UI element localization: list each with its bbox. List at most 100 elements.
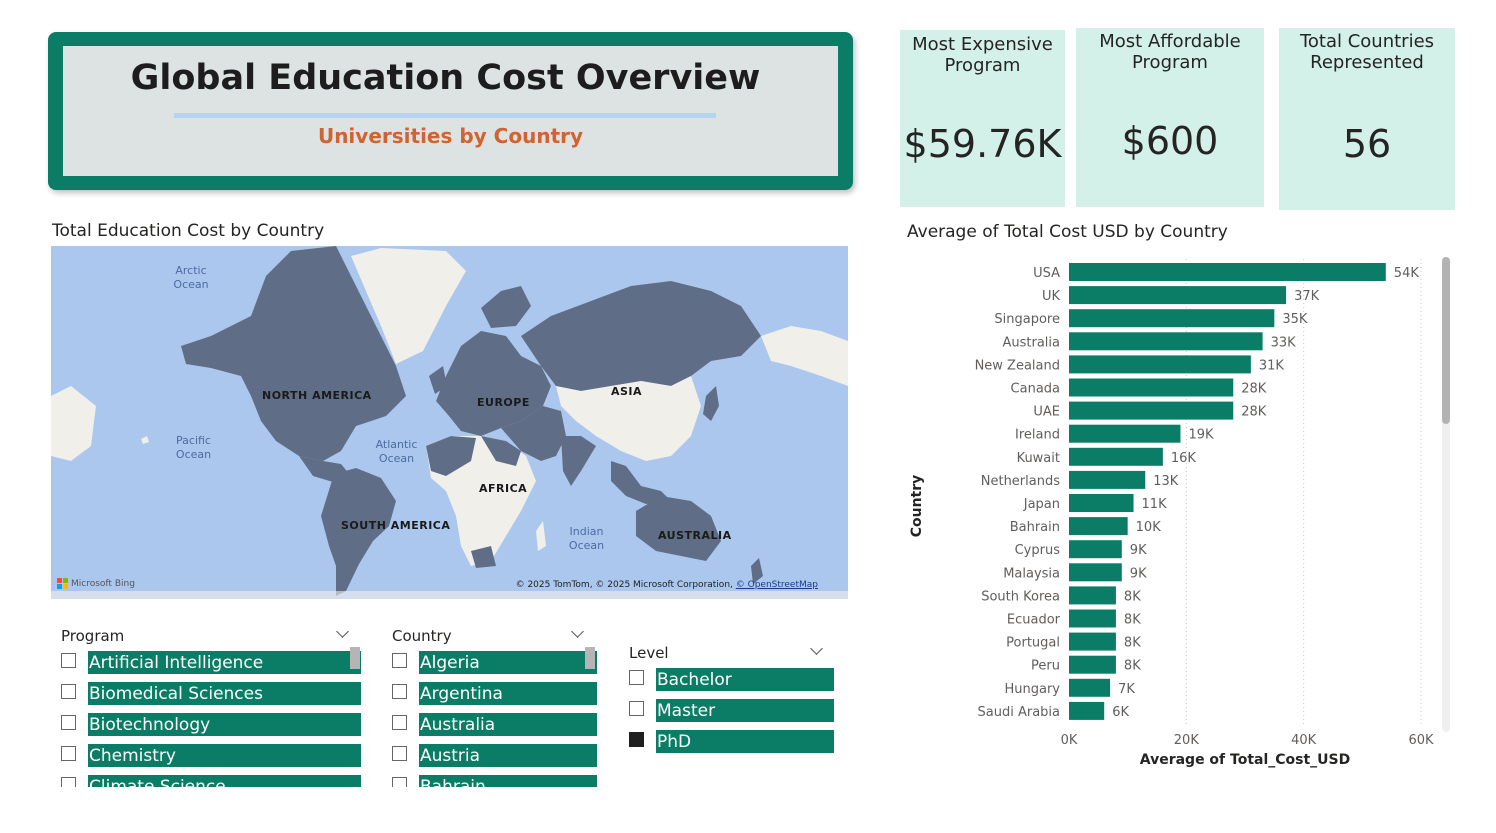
- kpi-card-most-affordable[interactable]: Most Affordable Program $600: [1076, 28, 1264, 207]
- bar[interactable]: [1069, 263, 1386, 281]
- level-slicer-item[interactable]: Master: [629, 699, 834, 730]
- y-category-label: Japan: [1023, 497, 1060, 512]
- kpi-card-total-countries[interactable]: Total Countries Represented 56: [1279, 28, 1455, 210]
- checkbox[interactable]: [61, 653, 76, 668]
- country-item-label: Algeria: [419, 651, 597, 674]
- bar[interactable]: [1069, 401, 1234, 420]
- checkbox[interactable]: [392, 684, 407, 699]
- program-slicer-chevron-down-icon[interactable]: [336, 625, 349, 638]
- checkbox[interactable]: [61, 715, 76, 730]
- checkbox[interactable]: [629, 701, 644, 716]
- y-category-label: Malaysia: [1003, 566, 1060, 581]
- program-slicer-item[interactable]: Climate Science: [61, 775, 361, 787]
- checkbox-checked[interactable]: [629, 732, 644, 747]
- ocean-label-arctic: Arctic Ocean: [173, 264, 209, 291]
- level-slicer-item[interactable]: PhD: [629, 730, 834, 758]
- bar[interactable]: [1069, 309, 1275, 328]
- bar[interactable]: [1069, 494, 1134, 512]
- kpi-label: Most Expensive Program: [912, 34, 1053, 76]
- bar[interactable]: [1069, 563, 1122, 582]
- data-label: 10K: [1136, 520, 1162, 535]
- data-label: 28K: [1241, 382, 1267, 397]
- x-tick-label: 40K: [1291, 733, 1317, 748]
- bar-chart-scrollbar-thumb[interactable]: [1442, 257, 1450, 424]
- map-provider: Microsoft Bing: [71, 578, 135, 589]
- checkbox[interactable]: [629, 670, 644, 685]
- bar[interactable]: [1069, 517, 1128, 536]
- checkbox[interactable]: [61, 684, 76, 699]
- program-item-label: Chemistry: [88, 744, 361, 767]
- program-slicer-item[interactable]: Artificial Intelligence: [61, 651, 361, 682]
- data-label: 54K: [1394, 266, 1420, 281]
- checkbox[interactable]: [61, 777, 76, 787]
- country-slicer-scrollbar[interactable]: [585, 647, 595, 669]
- y-category-label: Portugal: [1006, 636, 1060, 651]
- bar[interactable]: [1069, 332, 1263, 351]
- y-category-label: South Korea: [981, 589, 1060, 604]
- map-title: Total Education Cost by Country: [52, 221, 325, 241]
- checkbox[interactable]: [392, 777, 407, 787]
- bar-chart-title: Average of Total Cost USD by Country: [907, 222, 1228, 242]
- y-category-label: New Zealand: [975, 358, 1060, 373]
- bar[interactable]: [1069, 678, 1111, 697]
- bar[interactable]: [1069, 447, 1163, 466]
- country-slicer-item[interactable]: Argentina: [392, 682, 597, 713]
- program-slicer-item[interactable]: Chemistry: [61, 744, 361, 775]
- y-category-label: Hungary: [1004, 682, 1060, 697]
- data-label: 8K: [1124, 589, 1141, 604]
- title-card-inner: [63, 46, 838, 176]
- country-item-label: Australia: [419, 713, 597, 736]
- osm-link[interactable]: © OpenStreetMap: [735, 580, 818, 590]
- program-slicer-header: Program: [61, 627, 125, 645]
- bar[interactable]: [1069, 470, 1146, 489]
- y-category-label: Singapore: [994, 312, 1060, 327]
- bar[interactable]: [1069, 355, 1251, 374]
- country-slicer-item[interactable]: Austria: [392, 744, 597, 775]
- program-item-label: Artificial Intelligence: [88, 651, 361, 674]
- y-category-label: Canada: [1011, 382, 1060, 397]
- bar[interactable]: [1069, 586, 1116, 605]
- y-category-label: UAE: [1033, 405, 1060, 420]
- country-slicer-chevron-down-icon[interactable]: [571, 625, 584, 638]
- data-label: 8K: [1124, 613, 1141, 628]
- country-slicer-item[interactable]: Australia: [392, 713, 597, 744]
- data-label: 28K: [1241, 405, 1267, 420]
- y-category-label: Netherlands: [981, 474, 1060, 489]
- checkbox[interactable]: [392, 746, 407, 761]
- country-slicer-item[interactable]: Bahrain: [392, 775, 597, 787]
- bar[interactable]: [1069, 609, 1116, 628]
- bar-chart[interactable]: 0K 20K 40K 60K USA 54K UK 37K Singapore 35K Austra…: [900, 250, 1460, 780]
- country-item-label: Bahrain: [419, 775, 597, 787]
- report-title: Global Education Cost Overview: [130, 58, 761, 98]
- program-slicer-scrollbar[interactable]: [350, 647, 360, 669]
- kpi-card-most-expensive[interactable]: Most Expensive Program $59.76K: [900, 30, 1065, 207]
- bar[interactable]: [1069, 424, 1181, 443]
- data-label: 16K: [1171, 451, 1197, 466]
- map-copyright-text: © 2025 TomTom, © 2025 Microsoft Corporat…: [515, 580, 736, 590]
- level-slicer-chevron-down-icon[interactable]: [810, 642, 823, 655]
- map-copyright: © 2025 TomTom, © 2025 Microsoft Corporat…: [516, 580, 818, 590]
- data-label: 9K: [1130, 543, 1147, 558]
- checkbox[interactable]: [392, 715, 407, 730]
- checkbox[interactable]: [61, 746, 76, 761]
- bar[interactable]: [1069, 286, 1287, 305]
- program-slicer-item[interactable]: Biomedical Sciences: [61, 682, 361, 713]
- level-slicer-item[interactable]: Bachelor: [629, 668, 834, 699]
- bing-logo: Microsoft Bing: [57, 578, 135, 589]
- bar[interactable]: [1069, 378, 1234, 397]
- bar[interactable]: [1069, 701, 1105, 720]
- program-slicer-item[interactable]: Biotechnology: [61, 713, 361, 744]
- country-slicer-item[interactable]: Algeria: [392, 651, 597, 682]
- bar[interactable]: [1069, 655, 1116, 674]
- bar[interactable]: [1069, 540, 1122, 559]
- kpi-label: Total Countries Represented: [1299, 31, 1435, 73]
- x-tick-label: 0K: [1061, 733, 1078, 748]
- filled-map[interactable]: Arctic Ocean Pacific Ocean Atlantic Ocea…: [51, 246, 848, 599]
- y-category-label: Bahrain: [1010, 520, 1060, 535]
- checkbox[interactable]: [392, 653, 407, 668]
- x-tick-label: 20K: [1174, 733, 1200, 748]
- bar-chart-scrollbar-track[interactable]: [1442, 257, 1450, 732]
- bar[interactable]: [1069, 632, 1116, 651]
- y-category-label: USA: [1033, 266, 1060, 281]
- data-label: 31K: [1259, 358, 1285, 373]
